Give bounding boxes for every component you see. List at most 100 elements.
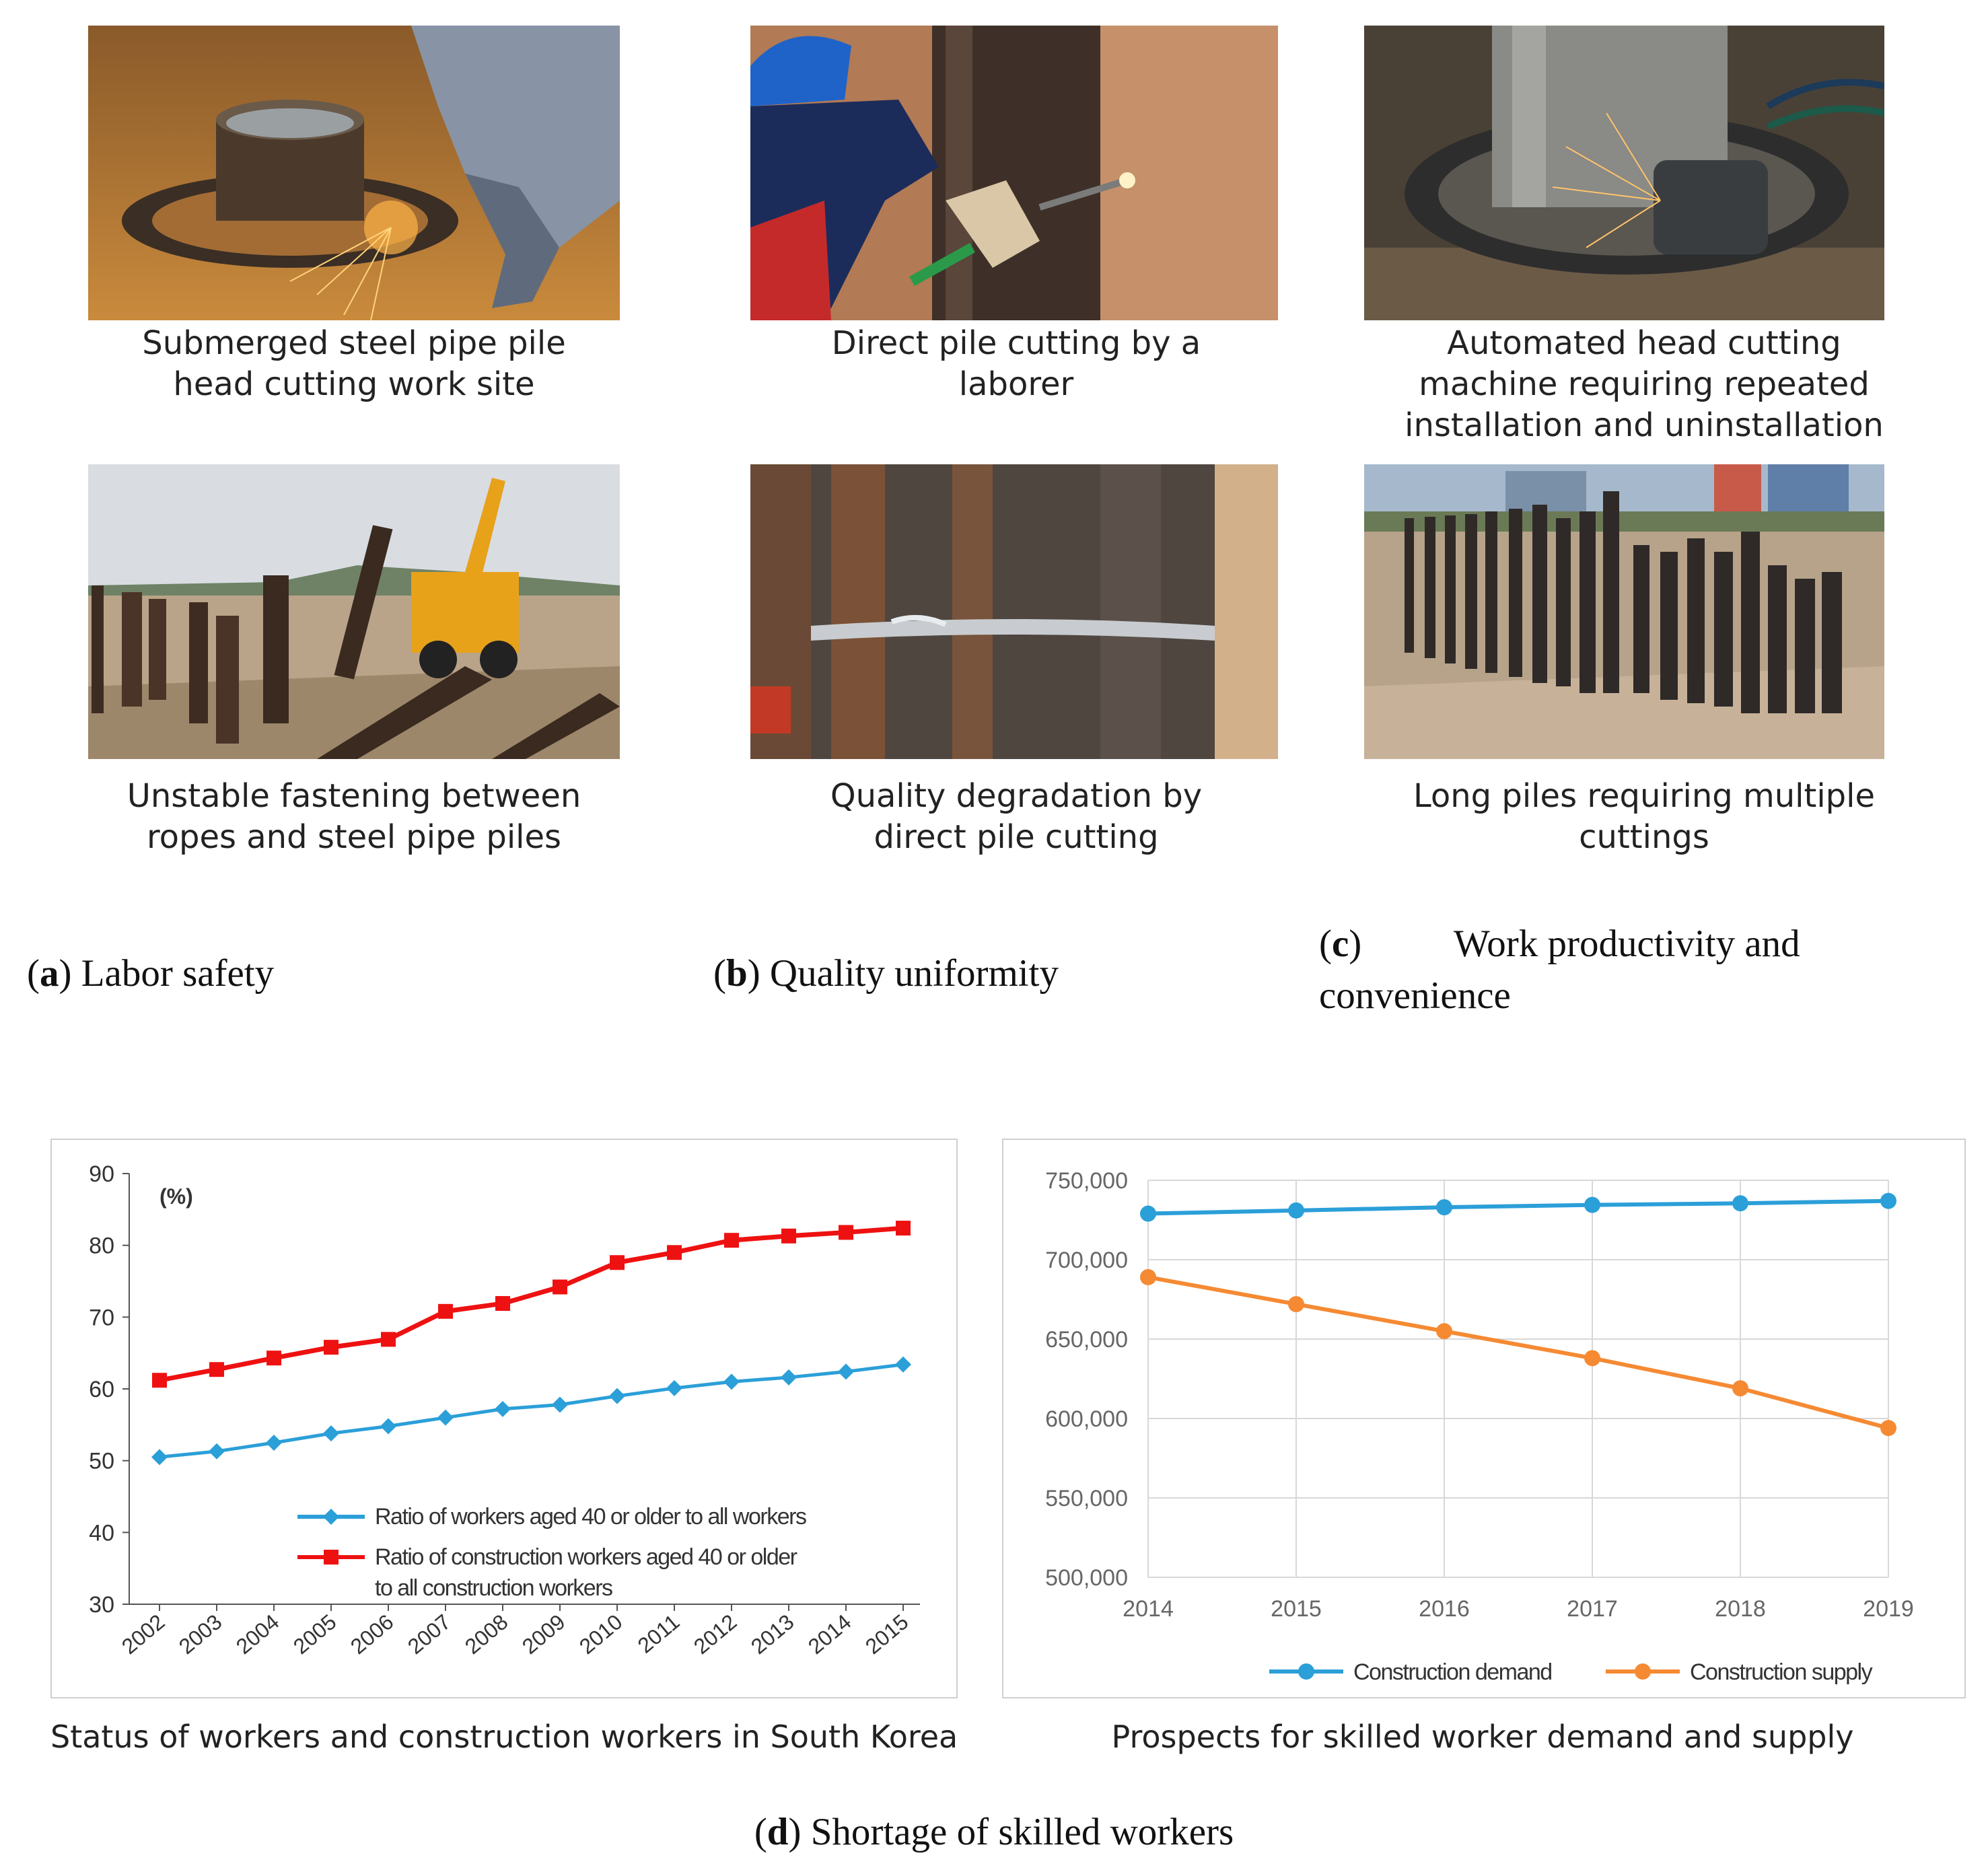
photo-quality-degradation — [750, 464, 1278, 759]
unit-label: (%) — [159, 1184, 193, 1209]
data-point — [266, 1435, 282, 1451]
data-point — [1880, 1420, 1896, 1437]
y-tick-label: 60 — [89, 1377, 114, 1402]
series-line — [1147, 1198, 1889, 1216]
legend-label: Construction demand — [1353, 1659, 1552, 1685]
x-tick-label: 2015 — [1271, 1596, 1322, 1622]
chart-caption: Status of workers and construction worke… — [50, 1719, 958, 1755]
x-tick-label: 2008 — [460, 1610, 513, 1659]
data-point — [495, 1296, 510, 1312]
photo-caption: Direct pile cutting by a laborer — [730, 323, 1302, 405]
data-point — [610, 1255, 625, 1270]
subfigure-title-line2: convenience — [1319, 974, 1511, 1017]
caption-line: head cutting work site — [173, 365, 535, 403]
subfigure-letter: d — [767, 1811, 789, 1853]
data-point — [781, 1369, 797, 1386]
legend-marker — [1298, 1663, 1314, 1680]
data-point — [895, 1356, 911, 1373]
subfigure-letter: b — [725, 952, 748, 995]
data-point — [1288, 1296, 1304, 1313]
y-tick-label: 80 — [89, 1233, 114, 1259]
x-tick-label: 2012 — [689, 1610, 742, 1659]
x-tick-label: 2018 — [1715, 1596, 1766, 1622]
data-point — [1880, 1192, 1896, 1209]
data-point — [438, 1303, 453, 1319]
data-point — [1140, 1268, 1156, 1285]
caption-line: direct pile cutting — [874, 818, 1159, 856]
legend-label: Ratio of workers aged 40 or older to all… — [375, 1504, 806, 1530]
x-tick-label: 2015 — [861, 1610, 913, 1659]
x-tick-label: 2009 — [518, 1610, 570, 1659]
data-point — [437, 1409, 454, 1426]
y-tick-label: 90 — [89, 1161, 114, 1187]
x-tick-label: 2019 — [1863, 1596, 1914, 1622]
series-line — [159, 1363, 904, 1459]
caption-line: Submerged steel pipe pile — [142, 324, 566, 362]
series-line — [1147, 1275, 1889, 1431]
data-point — [324, 1340, 339, 1355]
photo-caption: Automated head cutting machine requiring… — [1348, 323, 1940, 446]
x-tick-label: 2002 — [117, 1610, 170, 1659]
data-point — [1584, 1196, 1600, 1213]
data-point — [1436, 1323, 1452, 1340]
chart-workers-status: 30 40 50 60 70 80 90 (%) 2002 2003 2004 2005 2006 200… — [50, 1139, 958, 1698]
y-tick-label: 40 — [89, 1520, 114, 1546]
data-point — [1288, 1202, 1304, 1219]
x-tick-label: 2014 — [1123, 1596, 1174, 1622]
data-point — [667, 1245, 682, 1260]
data-point — [495, 1400, 511, 1417]
data-point — [839, 1225, 853, 1240]
data-point — [838, 1363, 854, 1380]
legend-label: Ratio of construction workers aged 40 or… — [375, 1544, 797, 1570]
photo-caption: Submerged steel pipe pile head cutting w… — [68, 323, 640, 405]
subfigure-label-d: (d) Shortage of skilled workers — [754, 1811, 1234, 1853]
y-tick-label: 500,000 — [1045, 1565, 1128, 1591]
data-point — [724, 1233, 739, 1248]
data-point — [1436, 1199, 1452, 1216]
subfigure-title: Shortage of skilled workers — [810, 1811, 1234, 1853]
photo-long-piles — [1364, 464, 1884, 759]
photo-caption: Unstable fastening between ropes and ste… — [68, 776, 640, 858]
photo-caption: Quality degradation by direct pile cutti… — [730, 776, 1302, 858]
data-point — [152, 1373, 167, 1388]
caption-line: ropes and steel pipe piles — [146, 818, 562, 856]
photo-automated-cutting-machine — [1364, 26, 1884, 320]
y-tick-label: 70 — [89, 1305, 114, 1330]
photo-laborer-cutting — [750, 26, 1278, 320]
x-tick-label: 2010 — [575, 1610, 627, 1659]
x-tick-label: 2006 — [346, 1610, 398, 1659]
caption-line: installation and uninstallation — [1405, 406, 1884, 444]
data-point — [609, 1388, 625, 1404]
data-point — [1140, 1205, 1156, 1222]
caption-line: Quality degradation by — [830, 777, 1203, 815]
x-tick-label: 2011 — [633, 1610, 684, 1658]
data-point — [552, 1396, 568, 1413]
photo-caption: Long piles requiring multiple cuttings — [1348, 776, 1940, 858]
y-tick-label: 750,000 — [1045, 1168, 1128, 1194]
data-point — [209, 1443, 225, 1460]
data-point — [1732, 1380, 1748, 1397]
caption-line: Automated head cutting — [1447, 324, 1841, 362]
x-tick-label: 2014 — [804, 1610, 856, 1659]
subfigure-title: Quality uniformity — [769, 952, 1059, 995]
data-point — [151, 1449, 168, 1466]
data-point — [896, 1221, 911, 1236]
y-tick-label: 700,000 — [1045, 1248, 1128, 1273]
data-point — [1732, 1195, 1748, 1212]
data-point — [323, 1425, 339, 1442]
photo-submerged-pile-cutting — [88, 26, 620, 320]
chart-caption: Prospects for skilled worker demand and … — [1111, 1719, 1854, 1755]
y-tick-label: 550,000 — [1045, 1486, 1128, 1511]
y-tick-label: 600,000 — [1045, 1406, 1128, 1432]
line-chart-demand-supply: 500,000 550,000 600,000 650,000 700,000 750,0… — [1045, 1168, 1914, 1685]
chart-skilled-worker-prospects: 500,000 550,000 600,000 650,000 700,000 750,0… — [1002, 1139, 1966, 1698]
data-point — [781, 1228, 796, 1244]
x-tick-label: 2004 — [232, 1610, 284, 1659]
legend-label: to all construction workers — [375, 1575, 612, 1601]
data-point — [1584, 1350, 1600, 1367]
subfigure-letter: c — [1331, 923, 1349, 965]
data-point — [723, 1373, 740, 1390]
x-tick-label: 2003 — [174, 1610, 227, 1659]
data-point — [267, 1351, 281, 1366]
